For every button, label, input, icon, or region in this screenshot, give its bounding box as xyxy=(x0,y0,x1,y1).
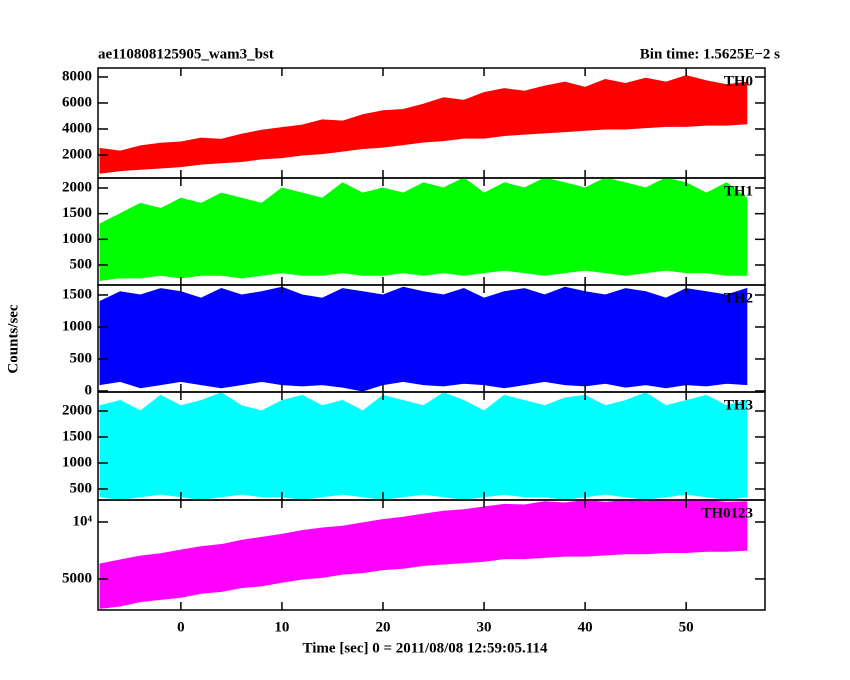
y-tick-label: 1500 xyxy=(62,286,92,302)
x-tick-label: 50 xyxy=(679,619,694,635)
band xyxy=(99,392,748,500)
x-axis-label: Time [sec] 0 = 2011/08/08 12:59:05.114 xyxy=(303,640,548,656)
band xyxy=(99,499,748,609)
y-tick-label: 500 xyxy=(70,256,93,272)
y-tick-label: 1000 xyxy=(62,454,92,470)
y-tick-label: 8000 xyxy=(62,68,92,84)
band xyxy=(99,286,748,392)
band xyxy=(99,177,748,281)
bin-time: Bin time: 1.5625E−2 s xyxy=(640,46,780,62)
y-tick-label: 4000 xyxy=(62,120,92,136)
y-tick-label: 500 xyxy=(70,350,93,366)
band xyxy=(99,75,748,174)
y-tick-label: 2000 xyxy=(62,179,92,195)
y-tick-label: 1500 xyxy=(62,428,92,444)
panel-label: TH1 xyxy=(724,183,753,199)
y-tick-label: 2000 xyxy=(62,402,92,418)
panel-label: TH2 xyxy=(724,290,753,306)
y-tick-label: 1000 xyxy=(62,231,92,247)
x-tick-label: 10 xyxy=(274,619,289,635)
y-axis-label: Counts/sec xyxy=(5,304,21,374)
panel-label: TH3 xyxy=(724,397,753,413)
panel-label: TH0123 xyxy=(701,505,753,521)
panel-frame xyxy=(97,499,766,611)
x-tick-label: 40 xyxy=(578,619,593,635)
y-tick-label: 6000 xyxy=(62,94,92,110)
y-tick-label: 2000 xyxy=(62,146,92,162)
y-tick-label: 1500 xyxy=(62,205,92,221)
y-tick-label: 0 xyxy=(85,382,93,398)
y-tick-label: 1000 xyxy=(62,318,92,334)
panel-label: TH0 xyxy=(724,73,753,89)
y-tick-label: 10⁴ xyxy=(73,513,93,529)
chart-title: ae110808125905_wam3_bst xyxy=(98,46,274,62)
x-tick-label: 0 xyxy=(177,619,185,635)
y-tick-label: 5000 xyxy=(62,570,92,586)
x-tick-label: 30 xyxy=(477,619,492,635)
x-tick-label: 20 xyxy=(375,619,390,635)
y-tick-label: 500 xyxy=(70,480,93,496)
